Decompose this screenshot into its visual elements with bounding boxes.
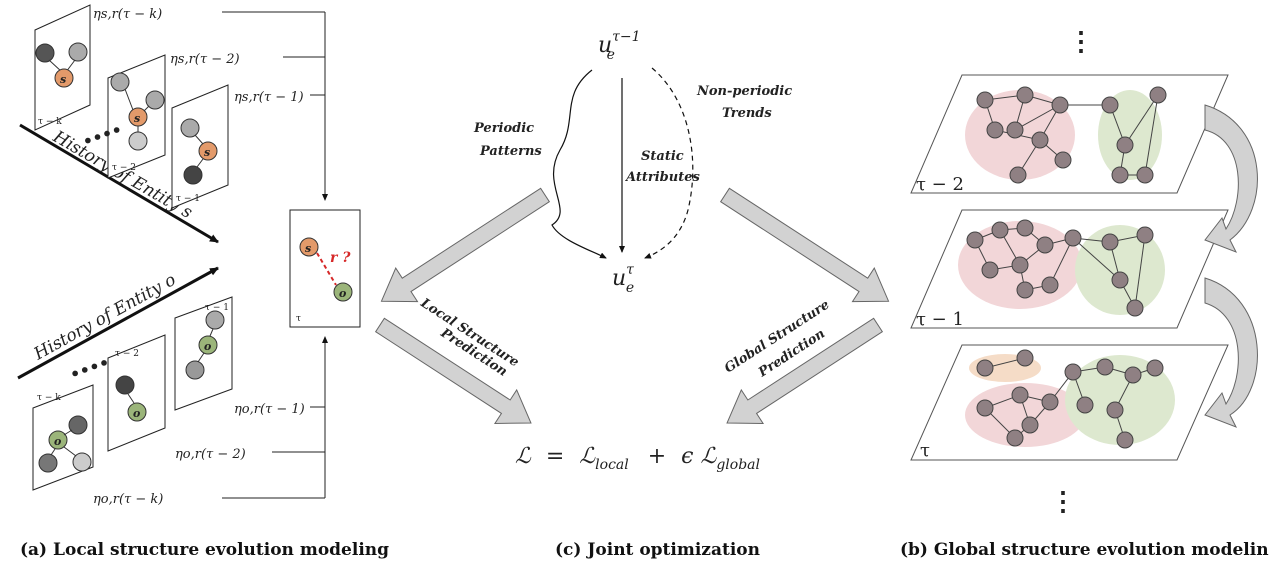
svg-text:s: s xyxy=(134,112,140,125)
evolution-arrow-2 xyxy=(1204,277,1258,428)
history-s-arrow xyxy=(19,123,219,244)
caption-joint: (c) Joint optimization xyxy=(555,540,760,560)
nonperiodic-label-2: Trends xyxy=(722,106,772,121)
plane-tau: τ xyxy=(910,344,1229,461)
svg-text:τ − k: τ − k xyxy=(38,117,62,127)
bottom-vertical-dots: ⋮ xyxy=(1050,487,1076,517)
periodic-arrow xyxy=(551,69,607,259)
top-vertical-dots: ⋮ xyxy=(1068,27,1094,57)
frame-s-1: s τ − 1 xyxy=(171,84,229,209)
big-arrow-to-global xyxy=(719,187,890,303)
eta-o-k-label: ηo,r(τ − k) xyxy=(93,492,163,507)
svg-text:s: s xyxy=(305,242,311,255)
svg-text:τ − 1: τ − 1 xyxy=(205,303,229,313)
eta-s-k-label: ηs,r(τ − k) xyxy=(93,7,162,22)
plane-tau-2: τ − 2 xyxy=(910,74,1229,195)
eta-s-2-label: ηs,r(τ − 2) xyxy=(170,52,240,67)
nonperiodic-label-1: Non-periodic xyxy=(696,84,792,99)
caption-local: (a) Local structure evolution modeling xyxy=(20,540,390,560)
frame-s-k: s τ − k xyxy=(34,4,91,131)
u-bottom: uτ e xyxy=(612,262,634,296)
big-arrow-global-to-loss xyxy=(726,317,884,424)
big-arrow-local-to-loss xyxy=(374,317,532,424)
frame-o-k: o τ − k xyxy=(32,384,94,491)
ellipsis-o: •••• xyxy=(67,353,112,385)
svg-text:o: o xyxy=(133,407,140,420)
frame-s-2: s τ − 2 xyxy=(107,54,166,179)
query-relation: r ? xyxy=(330,250,351,266)
target-frame: s o r ? τ xyxy=(289,209,361,328)
frame-o-1: o τ − 1 xyxy=(174,296,233,411)
joint-optimization-panel: uτ−1 e uτ e Periodic Patterns Static Attri… xyxy=(374,29,890,475)
svg-text:τ − 2: τ − 2 xyxy=(916,174,964,195)
static-label-1: Static xyxy=(641,149,684,164)
svg-text:τ − 2: τ − 2 xyxy=(115,349,139,359)
svg-text:τ − k: τ − k xyxy=(37,393,61,403)
big-arrow-to-local xyxy=(380,187,551,303)
u-top: uτ−1 e xyxy=(598,29,641,63)
eta-s-1-label: ηs,r(τ − 1) xyxy=(234,90,304,105)
svg-text:s: s xyxy=(60,73,66,86)
svg-text:τ − 1: τ − 1 xyxy=(176,194,200,204)
loss-equation: ℒ = ℒlocal + ϵ ℒglobal xyxy=(515,444,760,475)
caption-global: (b) Global structure evolution modelin xyxy=(900,540,1269,560)
periodic-label-2: Patterns xyxy=(479,144,542,159)
evolution-arrow-1 xyxy=(1204,104,1258,253)
plane-tau-1: τ − 1 xyxy=(910,209,1229,330)
svg-text:o: o xyxy=(54,435,61,448)
static-label-2: Attributes xyxy=(624,170,700,185)
eta-o-2-label: ηo,r(τ − 2) xyxy=(175,447,246,462)
nonperiodic-arrow xyxy=(644,67,694,259)
svg-text:τ: τ xyxy=(296,314,301,324)
svg-text:τ: τ xyxy=(920,440,930,461)
frame-o-2: o τ − 2 xyxy=(107,334,166,452)
eta-o-1-label: ηo,r(τ − 1) xyxy=(234,402,305,417)
local-structure-panel: History of Entity s History of Entity o … xyxy=(17,4,361,507)
history-o-arrow xyxy=(17,266,219,380)
svg-text:s: s xyxy=(204,146,210,159)
svg-text:o: o xyxy=(204,340,211,353)
eta-o-connectors: ηo,r(τ − 1) ηo,r(τ − 2) ηo,r(τ − k) xyxy=(93,336,328,507)
periodic-label-1: Periodic xyxy=(473,121,534,136)
svg-text:o: o xyxy=(339,287,346,300)
svg-text:τ − 1: τ − 1 xyxy=(916,309,964,330)
svg-text:τ − 2: τ − 2 xyxy=(112,163,136,173)
global-structure-panel: ⋮ xyxy=(910,27,1258,517)
eta-s-connectors: ηs,r(τ − k) ηs,r(τ − 2) ηs,r(τ − 1) xyxy=(93,7,328,201)
